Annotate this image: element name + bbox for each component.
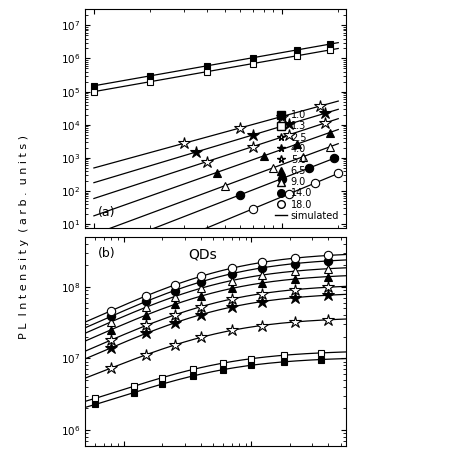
Legend: 1.0, 1.3, 2.5, 4.0, 5.0, 6.5, 9.0, 14.0, 18.0, simulated: 1.0, 1.3, 2.5, 4.0, 5.0, 6.5, 9.0, 14.0,… (273, 108, 341, 223)
Text: (b): (b) (98, 247, 116, 260)
Text: (a): (a) (98, 206, 116, 219)
Text: QDs: QDs (188, 247, 217, 262)
Text: P L  I n t e n s i t y  ( a r b .  u n i t s ): P L I n t e n s i t y ( a r b . u n i t … (18, 135, 29, 339)
